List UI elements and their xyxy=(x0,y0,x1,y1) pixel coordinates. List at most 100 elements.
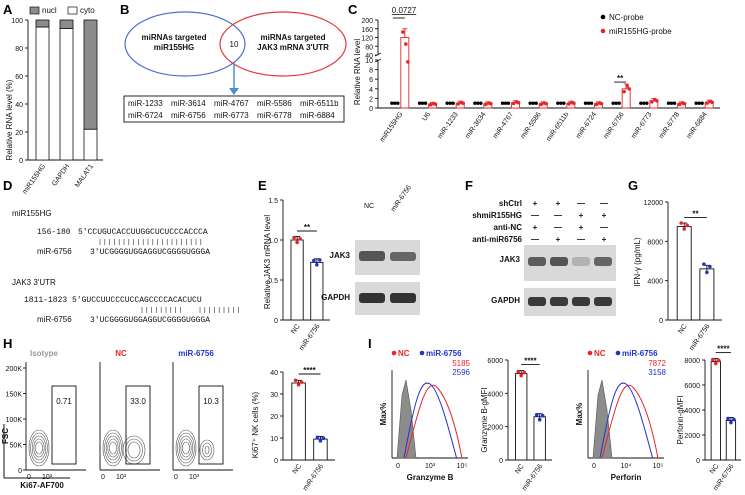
venn-left-label-line1: miRNAs targeted xyxy=(142,33,207,42)
y-tick-label: 20 xyxy=(15,130,23,137)
data-point xyxy=(705,270,709,275)
y-tick-label: 4000 xyxy=(487,391,503,398)
hist-x-tick-label: 10⁴ xyxy=(621,463,632,470)
data-point-probe xyxy=(599,101,604,106)
hist-gmfi-mir6756: 3158 xyxy=(648,368,666,377)
data-point-nc xyxy=(645,101,649,105)
y-tick-label: 6000 xyxy=(684,383,700,390)
x-tick-label: NC xyxy=(514,463,526,475)
data-point-probe xyxy=(484,102,488,107)
data-point-nc xyxy=(503,101,508,105)
blot-band xyxy=(594,257,612,266)
blot-band-label: JAK3 xyxy=(500,255,521,264)
bar-cyto xyxy=(35,26,50,161)
flow-contour xyxy=(104,432,122,464)
legend-label-nc: NC xyxy=(398,349,410,358)
data-point xyxy=(685,223,689,228)
data-point-nc xyxy=(639,101,643,105)
bar-mir6756 xyxy=(310,261,324,321)
data-point xyxy=(293,378,298,383)
y-tick-label: 4000 xyxy=(647,279,663,286)
data-point-probe xyxy=(625,84,629,88)
bar-nc xyxy=(290,239,304,321)
x-tick-label: miR-6773 xyxy=(630,111,653,140)
seq-pos-mir155hg: 156-180 xyxy=(37,228,71,237)
legend-dot-mir6756 xyxy=(615,350,621,356)
data-point xyxy=(296,382,301,387)
panel-f-condition-grid: shCtrl + + — — shmiR155HG — — + + anti-NC + — + — anti-… xyxy=(472,199,608,244)
y-tick-label: 0 xyxy=(369,106,373,113)
panel-h-bar-y-axis-label: Ki67⁺ NK cells (%) xyxy=(251,391,260,458)
data-point xyxy=(321,436,326,441)
blot-band xyxy=(550,297,568,306)
condition-label: shCtrl xyxy=(499,199,522,208)
panel-f-western-blot: shCtrl + + — — shmiR155HG — — + + anti-NC + — + — anti-… xyxy=(472,199,616,316)
venn-overlap-count: 10 xyxy=(230,40,239,49)
flow-contour xyxy=(125,438,143,462)
data-point xyxy=(711,357,715,362)
data-point-probe xyxy=(677,102,682,107)
legend-dot-mir6756 xyxy=(419,350,425,356)
data-point xyxy=(537,417,542,422)
data-point-probe xyxy=(433,102,438,106)
data-point-probe xyxy=(539,102,543,107)
legend-label-mir6756: miR-6756 xyxy=(622,349,658,358)
data-point xyxy=(298,237,302,241)
flow-x-axis-label: Ki67-AF700 xyxy=(20,481,64,490)
x-tick-label: miR-6756 xyxy=(688,323,711,352)
panel-g: IFN-γ (pg/mL) 0 4000 8000 12000 NC miR-6756 ** xyxy=(633,200,722,352)
blot-band xyxy=(359,293,385,303)
condition-sign: — xyxy=(577,235,585,244)
x-tick-label: NC xyxy=(709,463,721,475)
x-tick-label: miR-6724 xyxy=(575,111,598,140)
data-point-nc xyxy=(390,101,394,105)
y-tick-label: 6000 xyxy=(487,358,503,365)
data-point xyxy=(315,263,319,267)
data-point-nc xyxy=(500,101,505,105)
legend-swatch-cyto xyxy=(67,6,78,15)
panel-label-h: H xyxy=(3,336,12,351)
panel-c-y-axis-label: Relative RNA level xyxy=(353,39,362,105)
y-tick-label: 40 xyxy=(270,370,278,377)
data-point-nc xyxy=(617,101,621,105)
data-point-nc xyxy=(562,101,566,105)
x-tick-label: miR-3634 xyxy=(464,111,487,140)
flow-contour xyxy=(182,441,190,455)
flow-contour xyxy=(178,435,194,461)
condition-sign: — xyxy=(600,199,608,208)
blot-band xyxy=(550,257,568,266)
panel-a-stacked-bar-chart: nucl cyto Relative RNA level (%) 0 20 40 60… xyxy=(5,6,103,196)
legend-label-nucl: nucl xyxy=(42,6,57,15)
bar-nc xyxy=(710,361,721,461)
data-point xyxy=(318,439,323,443)
panel-b-venn-diagram: miRNAs targeted miR155HG miRNAs targeted… xyxy=(123,11,347,123)
data-point-nc xyxy=(423,101,428,105)
bar-nucl xyxy=(35,19,50,28)
y-tick-label: 2000 xyxy=(487,425,503,432)
x-tick-label: NC xyxy=(677,323,689,335)
panel-e: Relative JAK3 mRNA level 00.51.01.5NCmiR… xyxy=(263,184,420,352)
panel-label-a: A xyxy=(3,2,13,17)
flow-contour xyxy=(105,435,121,461)
y-tick-label: 120 xyxy=(361,36,373,43)
data-point-nc xyxy=(672,101,677,105)
data-point-probe xyxy=(428,102,433,107)
y-tick-label: 8000 xyxy=(647,239,663,246)
data-point-probe xyxy=(594,102,599,107)
mirna-table-cell: miR-6724 xyxy=(128,111,163,120)
y-tick-label: 0 xyxy=(499,458,503,465)
hist-x-tick-label: 10⁵ xyxy=(457,463,468,470)
seq-label-mir6756-b: miR-6756 xyxy=(37,315,72,324)
flow-x-tick-label: 0 xyxy=(174,474,178,481)
data-point-probe xyxy=(710,100,714,105)
flow-contour xyxy=(175,429,197,467)
bar-nc xyxy=(515,373,528,461)
panel-c-p-value: 0.0727 xyxy=(392,6,417,15)
flow-y-tick-label: 100K xyxy=(6,417,23,424)
data-point-probe xyxy=(401,30,405,34)
y-tick-label: 80 xyxy=(365,44,373,51)
hist-gmfi-nc: 7872 xyxy=(648,359,666,368)
